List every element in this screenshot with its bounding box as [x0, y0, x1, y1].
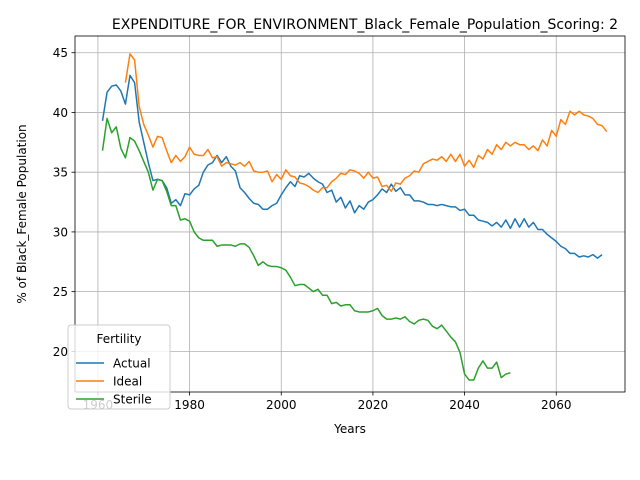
x-tick-label: 2040: [449, 398, 480, 412]
plot-frame: [74, 35, 626, 393]
series-layer: [101, 53, 608, 381]
chart-title: EXPENDITURE_FOR_ENVIRONMENT_Black_Female…: [112, 17, 618, 33]
x-axis-label: Years: [333, 422, 366, 436]
y-tick-label: 20: [53, 345, 68, 359]
legend-title: Fertility: [96, 332, 141, 346]
gridlines: [75, 36, 625, 392]
y-tick-label: 30: [53, 225, 68, 239]
series-line-actual: [101, 74, 603, 259]
legend-items: Actual Ideal Sterile: [76, 357, 152, 407]
x-tick-label: 2000: [266, 398, 297, 412]
series-line-ideal: [124, 53, 608, 194]
legend-label-sterile: Sterile: [113, 393, 152, 407]
x-tick-label: 2060: [541, 398, 572, 412]
y-axis-label: % of Black_Female Population: [15, 124, 29, 303]
x-tick-label: 2020: [358, 398, 389, 412]
legend: Fertility Actual Ideal Sterile: [67, 324, 171, 410]
y-tick-label: 35: [53, 166, 68, 180]
legend-label-ideal: Ideal: [113, 375, 142, 389]
series-line-sterile: [101, 117, 511, 381]
legend-label-actual: Actual: [113, 357, 151, 371]
legend-box: [67, 324, 171, 410]
y-tick-label: 40: [53, 106, 68, 120]
y-tick-label: 25: [53, 285, 68, 299]
x-tick-label: 1980: [174, 398, 205, 412]
y-tick-label: 45: [53, 46, 68, 60]
